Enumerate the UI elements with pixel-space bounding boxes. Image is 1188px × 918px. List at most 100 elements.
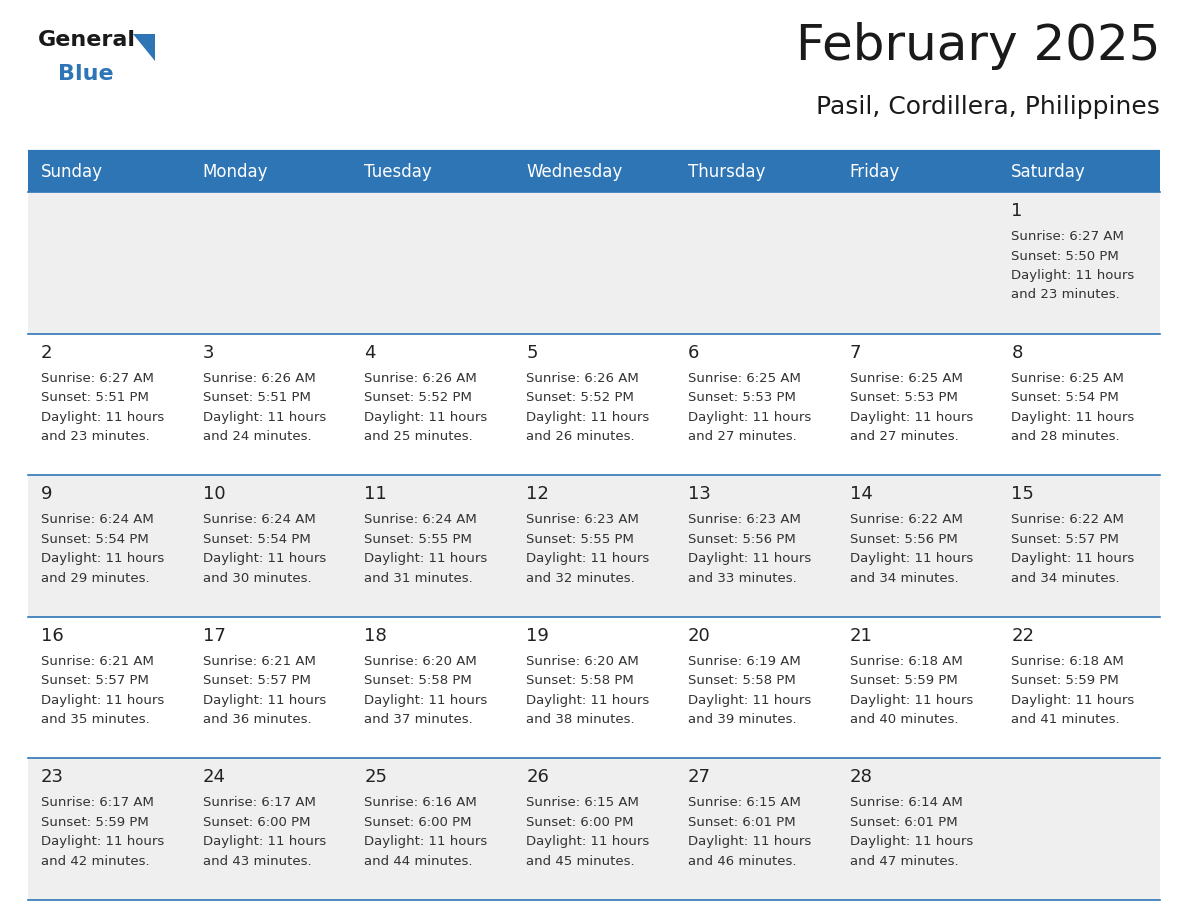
Text: Sunset: 5:50 PM: Sunset: 5:50 PM	[1011, 250, 1119, 263]
Bar	[29, 476, 1159, 617]
Text: and 28 minutes.: and 28 minutes.	[1011, 431, 1120, 443]
Text: 24: 24	[203, 768, 226, 787]
Text: Blue: Blue	[58, 64, 114, 84]
Text: and 37 minutes.: and 37 minutes.	[365, 713, 473, 726]
Text: and 23 minutes.: and 23 minutes.	[42, 431, 150, 443]
Text: Sunrise: 6:20 AM: Sunrise: 6:20 AM	[526, 655, 639, 667]
Text: Sunrise: 6:17 AM: Sunrise: 6:17 AM	[203, 797, 316, 810]
Text: Sunset: 5:56 PM: Sunset: 5:56 PM	[849, 532, 958, 545]
Text: Sunrise: 6:27 AM: Sunrise: 6:27 AM	[42, 372, 154, 385]
Text: Sunset: 5:58 PM: Sunset: 5:58 PM	[365, 675, 472, 688]
Text: Sunrise: 6:22 AM: Sunrise: 6:22 AM	[1011, 513, 1124, 526]
Text: 23: 23	[42, 768, 64, 787]
Text: Sunset: 5:57 PM: Sunset: 5:57 PM	[42, 675, 148, 688]
Bar	[29, 617, 1159, 758]
Text: General: General	[38, 30, 135, 50]
Text: Sunrise: 6:26 AM: Sunrise: 6:26 AM	[365, 372, 478, 385]
Text: 11: 11	[365, 486, 387, 503]
Text: and 41 minutes.: and 41 minutes.	[1011, 713, 1120, 726]
Text: Sunset: 5:54 PM: Sunset: 5:54 PM	[1011, 391, 1119, 404]
Text: Daylight: 11 hours: Daylight: 11 hours	[42, 835, 164, 848]
Text: Sunset: 5:54 PM: Sunset: 5:54 PM	[42, 532, 148, 545]
Text: 25: 25	[365, 768, 387, 787]
Text: Sunset: 5:57 PM: Sunset: 5:57 PM	[1011, 532, 1119, 545]
Text: 12: 12	[526, 486, 549, 503]
Text: Daylight: 11 hours: Daylight: 11 hours	[849, 410, 973, 423]
Text: Daylight: 11 hours: Daylight: 11 hours	[1011, 269, 1135, 282]
Text: 13: 13	[688, 486, 710, 503]
Text: Daylight: 11 hours: Daylight: 11 hours	[849, 835, 973, 848]
Text: Sunrise: 6:25 AM: Sunrise: 6:25 AM	[1011, 372, 1124, 385]
Bar	[29, 333, 1159, 476]
Text: 16: 16	[42, 627, 64, 644]
Text: Sunset: 6:00 PM: Sunset: 6:00 PM	[203, 816, 310, 829]
Text: 4: 4	[365, 343, 375, 362]
Text: Sunrise: 6:23 AM: Sunrise: 6:23 AM	[688, 513, 801, 526]
Text: Daylight: 11 hours: Daylight: 11 hours	[42, 410, 164, 423]
Text: 21: 21	[849, 627, 872, 644]
Text: 17: 17	[203, 627, 226, 644]
Text: Daylight: 11 hours: Daylight: 11 hours	[203, 694, 326, 707]
Text: Sunrise: 6:14 AM: Sunrise: 6:14 AM	[849, 797, 962, 810]
Bar	[29, 152, 190, 192]
Text: Daylight: 11 hours: Daylight: 11 hours	[1011, 553, 1135, 565]
Text: 3: 3	[203, 343, 214, 362]
Text: Daylight: 11 hours: Daylight: 11 hours	[688, 410, 811, 423]
Text: and 47 minutes.: and 47 minutes.	[849, 855, 959, 868]
Text: Sunrise: 6:26 AM: Sunrise: 6:26 AM	[203, 372, 316, 385]
Text: Sunset: 5:59 PM: Sunset: 5:59 PM	[849, 675, 958, 688]
Text: Sunset: 5:53 PM: Sunset: 5:53 PM	[688, 391, 796, 404]
Text: Sunrise: 6:17 AM: Sunrise: 6:17 AM	[42, 797, 154, 810]
Text: Daylight: 11 hours: Daylight: 11 hours	[365, 694, 488, 707]
Text: February 2025: February 2025	[796, 22, 1159, 70]
Text: Thursday: Thursday	[688, 163, 765, 181]
Text: Sunrise: 6:27 AM: Sunrise: 6:27 AM	[1011, 230, 1124, 243]
Text: Sunrise: 6:21 AM: Sunrise: 6:21 AM	[203, 655, 316, 667]
Text: 14: 14	[849, 486, 872, 503]
Text: Friday: Friday	[849, 163, 899, 181]
Text: and 35 minutes.: and 35 minutes.	[42, 713, 150, 726]
Text: 27: 27	[688, 768, 710, 787]
Polygon shape	[133, 34, 154, 61]
Text: Daylight: 11 hours: Daylight: 11 hours	[688, 553, 811, 565]
Text: Sunset: 5:56 PM: Sunset: 5:56 PM	[688, 532, 796, 545]
Text: Daylight: 11 hours: Daylight: 11 hours	[688, 835, 811, 848]
Text: Sunset: 5:55 PM: Sunset: 5:55 PM	[365, 532, 473, 545]
Text: 26: 26	[526, 768, 549, 787]
Text: Sunrise: 6:18 AM: Sunrise: 6:18 AM	[849, 655, 962, 667]
Text: Sunrise: 6:25 AM: Sunrise: 6:25 AM	[688, 372, 801, 385]
Text: Sunset: 5:58 PM: Sunset: 5:58 PM	[688, 675, 796, 688]
Text: Daylight: 11 hours: Daylight: 11 hours	[526, 553, 650, 565]
Bar	[352, 152, 513, 192]
Text: Daylight: 11 hours: Daylight: 11 hours	[365, 410, 488, 423]
Text: 8: 8	[1011, 343, 1023, 362]
Text: Sunset: 6:00 PM: Sunset: 6:00 PM	[365, 816, 472, 829]
Text: Daylight: 11 hours: Daylight: 11 hours	[203, 835, 326, 848]
Text: Monday: Monday	[203, 163, 268, 181]
Text: Sunset: 6:01 PM: Sunset: 6:01 PM	[688, 816, 796, 829]
Text: and 36 minutes.: and 36 minutes.	[203, 713, 311, 726]
Text: 5: 5	[526, 343, 538, 362]
Text: Sunset: 5:51 PM: Sunset: 5:51 PM	[203, 391, 310, 404]
Text: Sunrise: 6:20 AM: Sunrise: 6:20 AM	[365, 655, 478, 667]
Text: Sunset: 5:55 PM: Sunset: 5:55 PM	[526, 532, 634, 545]
Text: and 23 minutes.: and 23 minutes.	[1011, 288, 1120, 301]
Bar	[998, 152, 1159, 192]
Text: Sunset: 5:59 PM: Sunset: 5:59 PM	[42, 816, 148, 829]
Text: 18: 18	[365, 627, 387, 644]
Text: Sunset: 5:51 PM: Sunset: 5:51 PM	[42, 391, 148, 404]
Text: 2: 2	[42, 343, 52, 362]
Text: and 33 minutes.: and 33 minutes.	[688, 572, 797, 585]
Text: Sunrise: 6:19 AM: Sunrise: 6:19 AM	[688, 655, 801, 667]
Text: Sunday: Sunday	[42, 163, 103, 181]
Text: Daylight: 11 hours: Daylight: 11 hours	[849, 553, 973, 565]
Text: Sunrise: 6:21 AM: Sunrise: 6:21 AM	[42, 655, 154, 667]
Text: and 25 minutes.: and 25 minutes.	[365, 431, 473, 443]
Text: Sunset: 5:57 PM: Sunset: 5:57 PM	[203, 675, 310, 688]
Text: Sunrise: 6:16 AM: Sunrise: 6:16 AM	[365, 797, 478, 810]
Text: Sunset: 5:53 PM: Sunset: 5:53 PM	[849, 391, 958, 404]
Text: and 30 minutes.: and 30 minutes.	[203, 572, 311, 585]
Text: and 34 minutes.: and 34 minutes.	[849, 572, 959, 585]
Text: Sunrise: 6:24 AM: Sunrise: 6:24 AM	[203, 513, 316, 526]
Text: Daylight: 11 hours: Daylight: 11 hours	[1011, 410, 1135, 423]
